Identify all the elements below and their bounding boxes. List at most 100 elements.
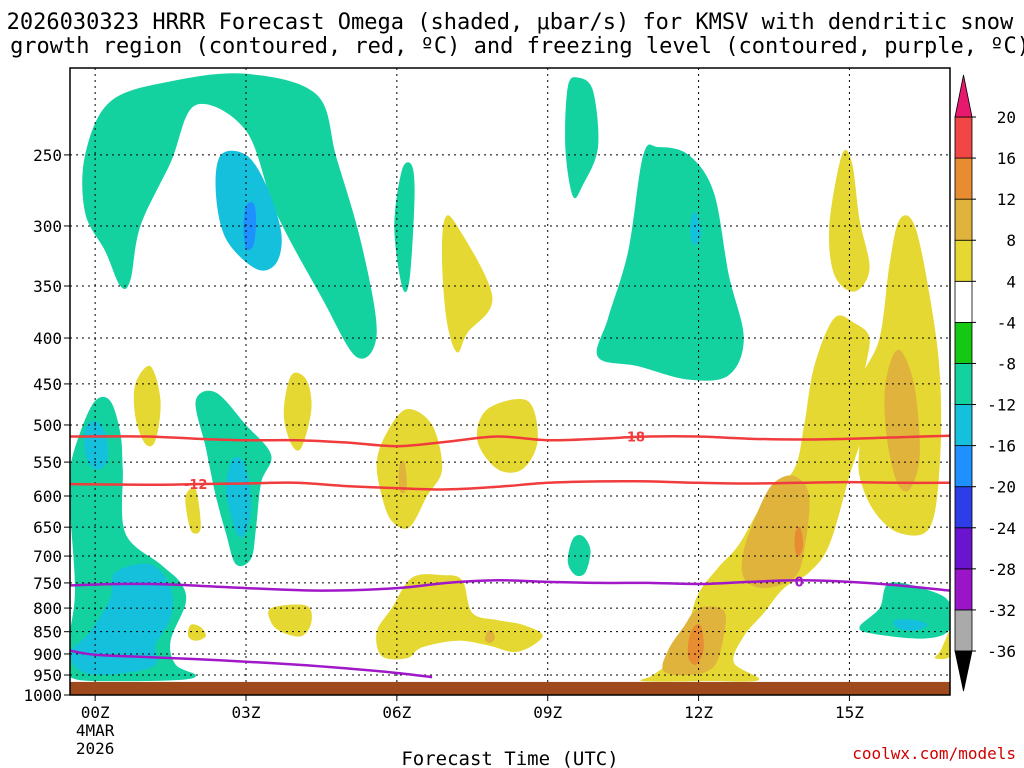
omega-region-pos4 — [828, 149, 870, 292]
y-tick-label: 800 — [33, 599, 62, 618]
dgz-contour-12 — [70, 480, 950, 491]
contour-label: -12 — [184, 478, 208, 493]
omega-region-pos4 — [640, 315, 870, 682]
omega-region-pos4 — [376, 574, 543, 660]
y-tick-label: 250 — [33, 146, 62, 165]
x-tick-label: 00Z — [81, 703, 110, 722]
x-tick-label: 06Z — [382, 703, 411, 722]
y-tick-label: 950 — [33, 666, 62, 685]
colorbar-label: -36 — [987, 642, 1016, 661]
contour-label: -18 — [621, 430, 645, 445]
omega-region-pos12 — [794, 526, 804, 557]
colorbar-label: 8 — [1006, 231, 1016, 250]
colorbar-bin — [954, 321, 973, 364]
omega-region-pos4 — [187, 624, 206, 641]
colorbar-label: 20 — [997, 108, 1016, 127]
omega-region-pos4 — [133, 365, 161, 447]
omega-region-neg12 — [70, 563, 173, 675]
colorbar-label: -16 — [987, 437, 1016, 456]
omega-region-neg8 — [859, 582, 950, 639]
colorbar-bin — [954, 609, 973, 652]
omega-region-pos4 — [185, 487, 201, 534]
omega-region-pos8 — [741, 475, 810, 589]
omega-region-pos8 — [398, 460, 407, 494]
colorbar-bin — [954, 280, 973, 323]
colorbar-label: -28 — [987, 560, 1016, 579]
chart-title-line1: 2026030323 HRRR Forecast Omega (shaded, … — [7, 10, 1014, 35]
omega-shading — [70, 73, 950, 682]
y-tick-label: 350 — [33, 277, 62, 296]
colorbar-label: 16 — [997, 149, 1016, 168]
colorbar-bin — [954, 445, 973, 488]
omega-region-pos4 — [268, 604, 312, 637]
colorbar-label: -4 — [997, 313, 1016, 332]
y-tick-label: 300 — [33, 217, 62, 236]
colorbar-label: -24 — [987, 519, 1016, 538]
plot-frame — [69, 67, 951, 696]
y-tick-label: 750 — [33, 574, 62, 593]
y-axis: 250 300 350 400 450 500 550 600 650 700 750 800 850 9… — [23, 146, 70, 705]
colorbar-label: -12 — [987, 396, 1016, 415]
y-tick-label: 1000 — [23, 686, 62, 705]
x-tick-label: 15Z — [835, 703, 864, 722]
colorbar-bin — [954, 527, 973, 570]
y-tick-label: 650 — [33, 518, 62, 537]
omega-region-pos4 — [376, 408, 443, 529]
colorbar-label: -20 — [987, 478, 1016, 497]
y-tick-label: 500 — [33, 416, 62, 435]
omega-region-neg12 — [225, 457, 252, 538]
colorbar-label: -8 — [997, 354, 1016, 373]
colorbar-label: 4 — [1006, 272, 1016, 291]
x-tick-label: 09Z — [533, 703, 562, 722]
x-tick-year: 2026 — [76, 739, 115, 758]
colorbar-bin — [954, 568, 973, 611]
y-tick-label: 900 — [33, 645, 62, 664]
colorbar-bin — [954, 198, 973, 241]
omega-region-neg16 — [243, 202, 257, 251]
freezing-level-contour — [70, 579, 950, 592]
plot-area: -18 -12 0 — [70, 68, 950, 695]
y-tick-label: 400 — [33, 329, 62, 348]
colorbar-under-triangle — [954, 650, 973, 692]
omega-region-neg12 — [84, 421, 108, 470]
credit-link[interactable]: coolwx.com/models — [852, 744, 1016, 763]
omega-region-pos8 — [484, 630, 495, 644]
y-tick-label: 600 — [33, 487, 62, 506]
colorbar-bin — [954, 116, 973, 159]
omega-region-neg12 — [893, 619, 928, 631]
contour-label: 0 — [795, 575, 804, 590]
temperature-contours: -18 -12 0 — [70, 430, 950, 679]
omega-region-pos4 — [934, 631, 950, 660]
dgz-contour-18 — [70, 434, 950, 448]
omega-region-pos12 — [687, 624, 704, 665]
colorbar-label: -32 — [987, 601, 1016, 620]
freezing-level-contour — [70, 649, 433, 679]
omega-region-pos8 — [884, 349, 920, 492]
omega-region-pos4 — [441, 215, 493, 353]
chart-title-line2: growth region (contoured, red, ºC) and f… — [10, 34, 1024, 59]
omega-region-neg8 — [596, 144, 744, 381]
omega-region-neg8 — [82, 73, 377, 359]
x-axis-title: Forecast Time (UTC) — [401, 748, 618, 768]
ground-terrain — [70, 681, 950, 695]
colorbar-bin — [954, 486, 973, 529]
omega-region-pos4 — [283, 372, 312, 451]
grid-lines — [70, 68, 950, 695]
colorbar-bin — [954, 239, 973, 282]
omega-region-neg8 — [565, 77, 599, 199]
x-tick-date: 4MAR — [76, 721, 115, 740]
x-tick-label: 03Z — [232, 703, 261, 722]
y-tick-label: 450 — [33, 375, 62, 394]
colorbar-bin — [954, 404, 973, 447]
colorbar-over-triangle — [954, 74, 973, 118]
colorbar-bin — [954, 363, 973, 405]
x-tick-label: 12Z — [684, 703, 713, 722]
y-tick-label: 550 — [33, 453, 62, 472]
omega-region-neg8 — [394, 162, 415, 293]
colorbar-label: 12 — [997, 190, 1016, 209]
y-tick-label: 850 — [33, 623, 62, 642]
colorbar: -36 -32 -28 -24 -20 -16 -12 -8 -4 4 8 12 16 20 — [954, 74, 1016, 692]
colorbar-bin — [954, 157, 973, 200]
